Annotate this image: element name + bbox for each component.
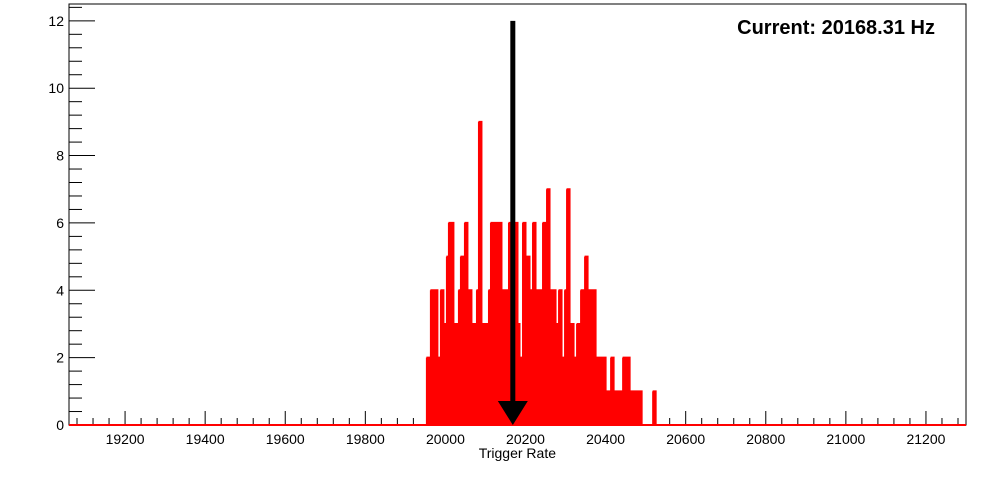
marker-arrow-head [497,401,528,425]
x-tick-label: 19200 [106,431,145,447]
x-tick-label: 21000 [826,431,865,447]
y-tick-label: 2 [56,350,64,366]
y-tick-label: 12 [48,13,64,29]
y-tick-label: 10 [48,80,64,96]
y-tick-label: 8 [56,148,64,164]
x-tick-label: 20800 [746,431,785,447]
y-tick-label: 0 [56,417,64,433]
current-rate-annotation: Current: 20168.31 Hz [737,17,935,39]
x-tick-label: 20000 [426,431,465,447]
x-tick-label: 19600 [266,431,305,447]
x-tick-label: 19800 [346,431,385,447]
x-tick-label: 21200 [906,431,945,447]
y-tick-label: 6 [56,215,64,231]
x-tick-label: 20400 [586,431,625,447]
x-axis-label: Trigger Rate [479,445,557,461]
x-tick-label: 20600 [666,431,705,447]
x-tick-label: 19400 [186,431,225,447]
x-tick-label: 20200 [506,431,545,447]
y-tick-label: 4 [56,282,64,298]
